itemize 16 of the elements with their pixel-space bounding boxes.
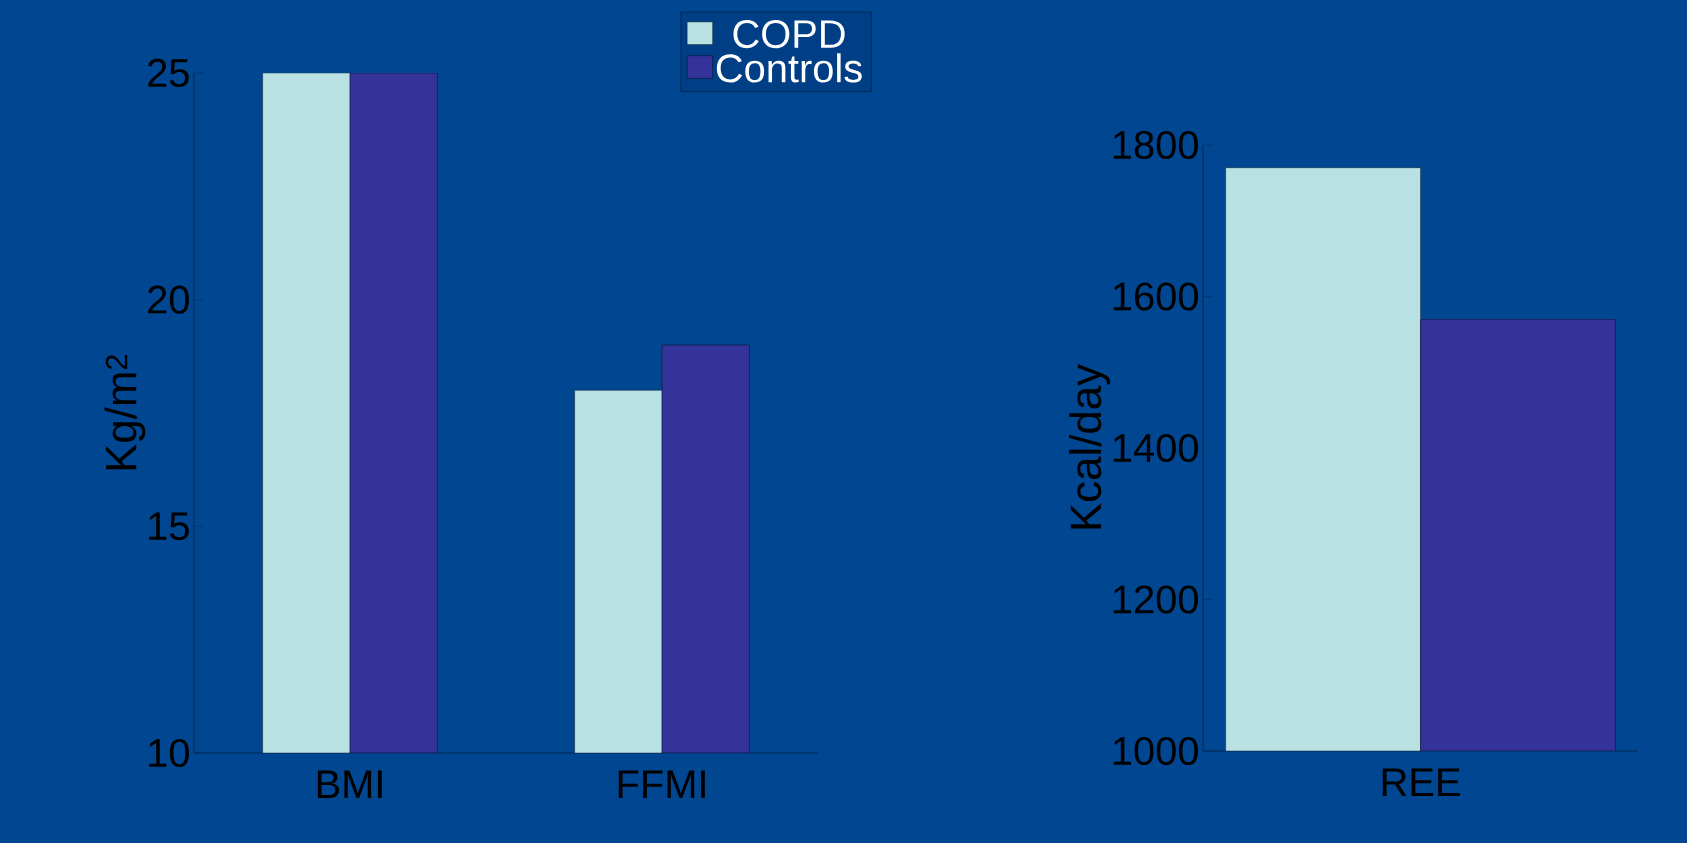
y-axis-title: Kcal/day [1069, 364, 1111, 529]
y-axis-title: Kg/m$^{2}$ [104, 355, 146, 470]
y-tick-label: 10 [149, 738, 189, 768]
x-tick-label: REE [1382, 768, 1460, 796]
y-tick-label: 1400 [1113, 433, 1198, 463]
y-tick-label: 1600 [1113, 282, 1198, 311]
legend-label: COPD [733, 19, 845, 49]
y-tick-label: 1200 [1113, 585, 1198, 614]
y-tick-label: 15 [149, 512, 189, 541]
y-tick-label: 1800 [1113, 130, 1198, 160]
y-tick-label: 25 [148, 58, 189, 88]
y-tick-label: 1000 [1113, 736, 1198, 766]
legend-label: Controls [716, 53, 862, 83]
x-tick-label: FFMI [618, 770, 705, 798]
y-tick-label: 20 [148, 285, 189, 314]
x-tick-label: BMI [317, 770, 382, 798]
